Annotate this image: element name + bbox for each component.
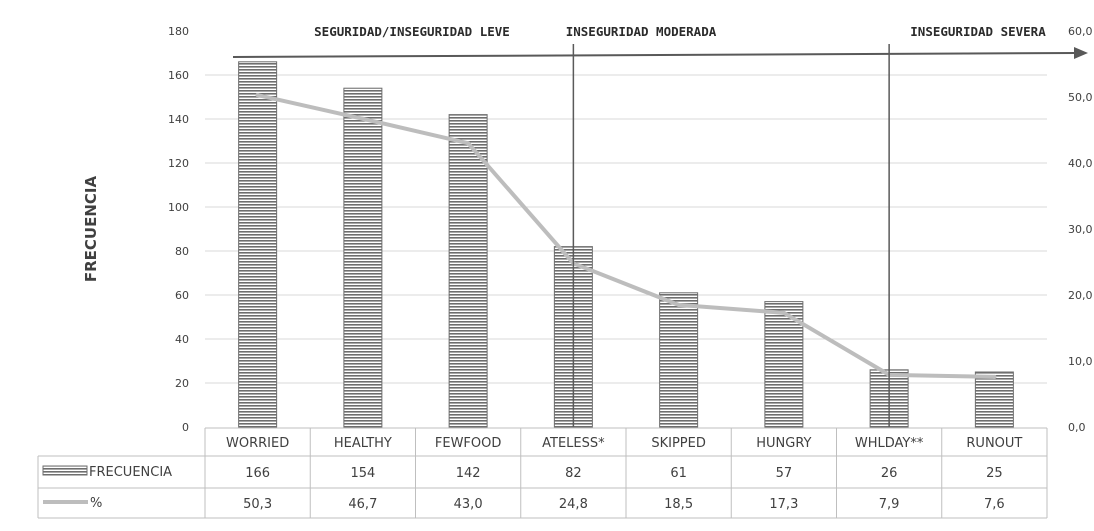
data-table: WORRIED HEALTHY FEWFOOD ATELESS* SKIPPED HUNG… (37, 427, 1048, 519)
legend-label-frecuencia: FRECUENCIA (89, 465, 172, 480)
table-cell-frecuencia: 57 (776, 466, 793, 481)
table-cell-percent: 46,7 (348, 497, 377, 512)
zone-label: INSEGURIDAD MODERADA (566, 24, 717, 39)
y2-tick-label: 30,0 (1068, 223, 1093, 236)
gridlines (205, 74, 1047, 384)
y-axis-title: FRECUENCIA (82, 175, 100, 282)
table-cell-frecuencia: 142 (456, 466, 481, 481)
category-label: HEALTHY (334, 436, 392, 451)
category-label: FEWFOOD (435, 436, 502, 451)
table-cell-frecuencia: 26 (881, 466, 898, 481)
category-label: SKIPPED (651, 436, 706, 451)
table-cell-percent: 7,6 (984, 497, 1005, 512)
y-tick-label: 0 (182, 421, 189, 434)
category-label: WHLDAY** (855, 436, 924, 451)
y-tick-label: 60 (175, 289, 189, 302)
bar-healthy (343, 87, 383, 428)
zone-label: SEGURIDAD/INSEGURIDAD LEVE (314, 24, 510, 39)
line-point (360, 116, 365, 121)
category-label: WORRIED (226, 436, 289, 451)
table-cell-frecuencia: 154 (350, 466, 375, 481)
table-cell-percent: 24,8 (559, 497, 588, 512)
legend-key-bars (42, 465, 88, 476)
y2-tick-label: 20,0 (1068, 289, 1093, 302)
table-cell-percent: 43,0 (454, 497, 483, 512)
y2-tick-label: 60,0 (1068, 25, 1093, 38)
bar-hungry (764, 301, 804, 428)
zone-arrow (232, 52, 1077, 58)
bar-fewfood (448, 114, 488, 428)
y2-tick-label: 0,0 (1068, 421, 1086, 434)
zone-annotations: SEGURIDAD/INSEGURIDAD LEVE INSEGURIDAD MO… (232, 24, 1088, 427)
table-cell-frecuencia: 166 (245, 466, 270, 481)
y-tick-label: 80 (175, 245, 189, 258)
y2-tick-label: 50,0 (1068, 91, 1093, 104)
table-cell-percent: 18,5 (664, 497, 693, 512)
y-tick-label: 40 (175, 333, 189, 346)
category-label: HUNGRY (756, 436, 811, 451)
category-label: RUNOUT (966, 436, 1022, 451)
legend-label-percent: % (90, 496, 102, 511)
table-cell-frecuencia: 82 (565, 466, 582, 481)
y2-tick-label: 40,0 (1068, 157, 1093, 170)
table-cell-percent: 50,3 (243, 497, 272, 512)
line-point (255, 93, 260, 98)
zone-label: INSEGURIDAD SEVERA (910, 24, 1046, 39)
category-label: ATELESS* (542, 436, 605, 451)
table-cell-percent: 7,9 (879, 497, 900, 512)
y-tick-label: 100 (168, 201, 189, 214)
bar-runout (974, 371, 1014, 428)
table-cell-frecuencia: 61 (670, 466, 687, 481)
line-percent (255, 93, 997, 379)
zone-arrow-head (1074, 47, 1088, 59)
line-point (992, 374, 997, 379)
y2-tick-label: 10,0 (1068, 355, 1093, 368)
y-tick-label: 160 (168, 69, 189, 82)
y-tick-label: 120 (168, 157, 189, 170)
table-cell-frecuencia: 25 (986, 466, 1003, 481)
line-point (781, 310, 786, 315)
bar-skipped (659, 292, 699, 428)
line-series (255, 93, 997, 379)
table-cell-percent: 17,3 (769, 497, 798, 512)
y-tick-label: 20 (175, 377, 189, 390)
y-tick-label: 140 (168, 113, 189, 126)
y-tick-label: 180 (168, 25, 189, 38)
line-point (466, 141, 471, 146)
bar-worried (238, 61, 278, 428)
line-point (676, 302, 681, 307)
axes: 0 20 40 60 80 100 120 140 160 180 0,0 10,0 20,0 30,0 4… (82, 25, 1093, 434)
